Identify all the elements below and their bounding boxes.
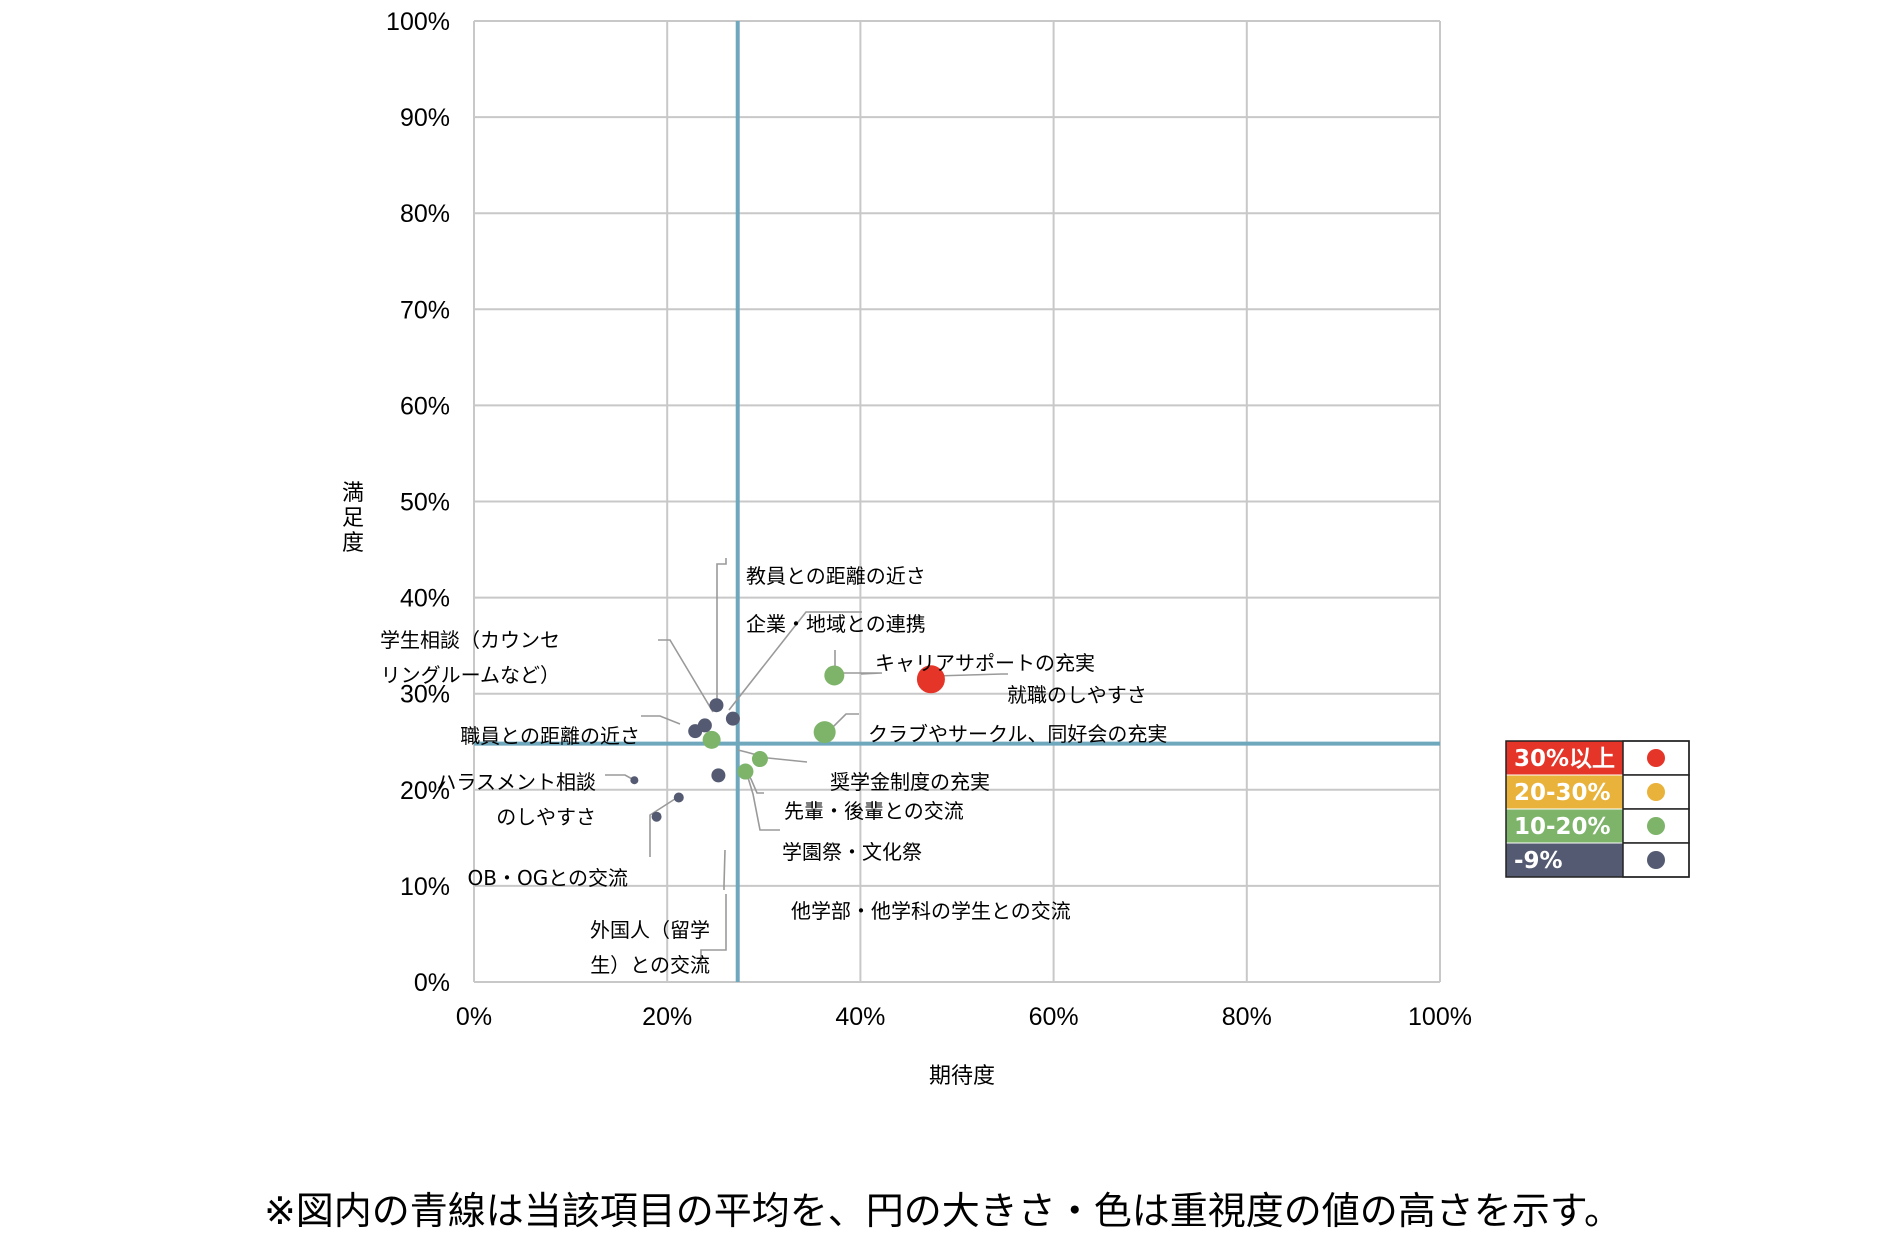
- leader-line: [605, 774, 635, 781]
- point-label: リングルームなど）: [381, 663, 560, 687]
- leader-line: [700, 894, 727, 965]
- point-label: 職員との距離の近さ: [460, 724, 640, 748]
- x-tick-label: 80%: [1222, 1003, 1272, 1031]
- legend-swatch: [1647, 817, 1665, 835]
- point-label: のしやすさ: [496, 805, 596, 829]
- data-point: [711, 768, 726, 783]
- grid-lines: [473, 20, 1441, 983]
- y-tick-label: 70%: [400, 296, 450, 324]
- point-label: ハラスメント相談: [436, 770, 596, 794]
- y-axis-label-char: 足: [342, 506, 364, 531]
- legend-border: [1505, 740, 1690, 878]
- data-point: [673, 792, 684, 803]
- y-tick-label: 90%: [400, 104, 450, 132]
- leader-line: [728, 611, 862, 711]
- y-tick-label: 60%: [400, 392, 450, 420]
- x-tick-label: 20%: [642, 1003, 692, 1031]
- data-point: [688, 724, 703, 739]
- y-axis-label: 満足度: [342, 481, 364, 556]
- y-tick-label: 20%: [400, 777, 450, 805]
- x-axis-label: 期待度: [929, 1064, 995, 1089]
- legend: 30%以上 20-30% 10-20% -9%: [1505, 740, 1690, 878]
- data-points: [630, 665, 945, 822]
- x-tick-label: 0%: [456, 1003, 492, 1031]
- y-tick-label: 40%: [400, 585, 450, 613]
- point-label: 生）との交流: [590, 953, 710, 977]
- point-label: キャリアサポートの充実: [875, 651, 1095, 675]
- data-point: [709, 698, 724, 713]
- leader-line: [658, 639, 714, 713]
- point-label: 就職のしやすさ: [1007, 683, 1147, 707]
- point-label: 学園祭・文化祭: [782, 840, 922, 864]
- data-point: [824, 665, 845, 686]
- point-label: 奨学金制度の充実: [830, 770, 990, 794]
- y-axis-label-char: 度: [342, 531, 364, 556]
- x-tick-label: 40%: [835, 1003, 885, 1031]
- y-tick-label: 50%: [400, 489, 450, 517]
- point-label: 企業・地域との連携: [746, 612, 926, 636]
- leader-line: [723, 849, 726, 890]
- data-point: [916, 665, 945, 694]
- y-tick-label: 10%: [400, 873, 450, 901]
- y-tick-label: 80%: [400, 200, 450, 228]
- data-point: [651, 811, 662, 822]
- data-point: [630, 776, 639, 785]
- legend-swatch: [1647, 851, 1665, 869]
- leader-line: [737, 749, 808, 763]
- point-label: OB・OGとの交流: [467, 866, 628, 890]
- legend-label: 30%以上: [1514, 746, 1615, 772]
- legend-label: 10-20%: [1514, 814, 1611, 840]
- legend-swatch: [1647, 749, 1665, 767]
- leader-line: [745, 770, 780, 831]
- leader-line: [641, 715, 681, 725]
- legend-label: 20-30%: [1514, 780, 1611, 806]
- data-point: [737, 763, 754, 780]
- point-label: 先輩・後輩との交流: [784, 799, 964, 823]
- data-point: [813, 721, 836, 744]
- leader-line: [834, 650, 883, 675]
- data-point: [751, 751, 768, 768]
- y-tick-label: 30%: [400, 681, 450, 709]
- point-label: 学生相談（カウンセ: [380, 628, 560, 652]
- point-label: 教員との距離の近さ: [746, 564, 926, 588]
- legend-swatch: [1647, 783, 1665, 801]
- footnote: ※図内の青線は当該項目の平均を、円の大きさ・色は重視度の値の高さを示す。: [263, 1189, 1623, 1233]
- tick-labels: 0% 10% 20% 30% 40% 50% 60% 70% 80% 90% 100% 0% 20% 40…: [386, 8, 1472, 1031]
- legend-label-cell: [1505, 808, 1624, 844]
- point-label: クラブやサークル、同好会の充実: [868, 722, 1167, 746]
- leader-line: [649, 796, 679, 857]
- data-point: [725, 711, 740, 726]
- point-label: 外国人（留学: [590, 918, 710, 942]
- y-tick-label: 0%: [414, 969, 450, 997]
- y-axis-label-char: 満: [342, 481, 364, 506]
- point-label: 他学部・他学科の学生との交流: [791, 899, 1071, 923]
- x-tick-label: 60%: [1029, 1003, 1079, 1031]
- average-lines: [474, 21, 1440, 982]
- data-point: [702, 730, 721, 749]
- x-tick-label: 100%: [1408, 1003, 1472, 1031]
- legend-label: -9%: [1514, 848, 1563, 874]
- leader-line: [716, 558, 727, 710]
- y-tick-label: 100%: [386, 8, 450, 36]
